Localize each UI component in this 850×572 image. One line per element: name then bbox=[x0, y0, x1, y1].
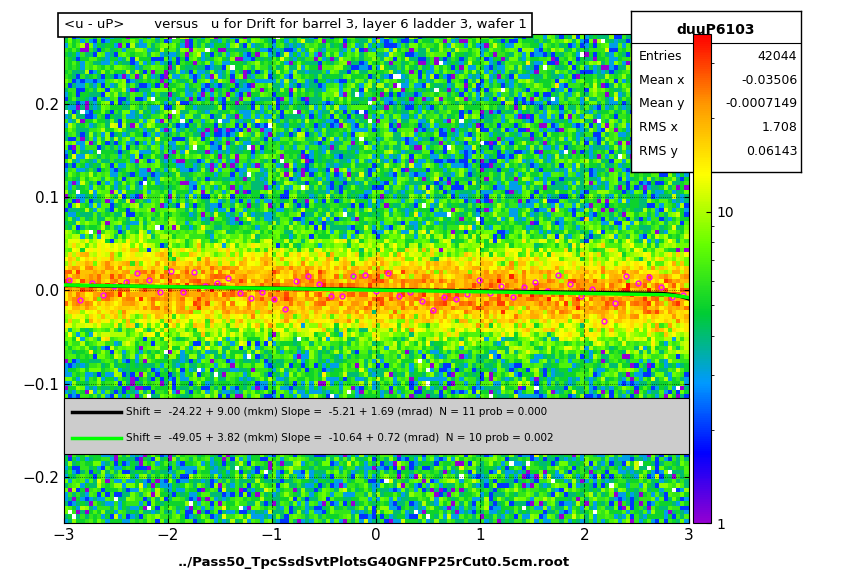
Text: 42044: 42044 bbox=[758, 50, 797, 63]
Text: Shift =  -24.22 + 9.00 (mkm) Slope =  -5.21 + 1.69 (mrad)  N = 11 prob = 0.000: Shift = -24.22 + 9.00 (mkm) Slope = -5.2… bbox=[126, 407, 547, 416]
Text: Shift =  -49.05 + 3.82 (mkm) Slope =  -10.64 + 0.72 (mrad)  N = 10 prob = 0.002: Shift = -49.05 + 3.82 (mkm) Slope = -10.… bbox=[126, 432, 554, 443]
Text: Mean x: Mean x bbox=[639, 74, 685, 86]
Text: Mean y: Mean y bbox=[639, 97, 685, 110]
Text: duuP6103: duuP6103 bbox=[677, 23, 755, 37]
Text: <u - uP>       versus   u for Drift for barrel 3, layer 6 ladder 3, wafer 1: <u - uP> versus u for Drift for barrel 3… bbox=[64, 18, 527, 31]
Bar bbox=[64, 398, 689, 454]
Text: 1.708: 1.708 bbox=[762, 121, 797, 134]
Text: Entries: Entries bbox=[639, 50, 683, 63]
Text: -0.03506: -0.03506 bbox=[741, 74, 797, 86]
Text: RMS y: RMS y bbox=[639, 145, 678, 158]
Text: 0.06143: 0.06143 bbox=[745, 145, 797, 158]
Text: -0.0007149: -0.0007149 bbox=[725, 97, 797, 110]
Text: ../Pass50_TpcSsdSvtPlotsG40GNFP25rCut0.5cm.root: ../Pass50_TpcSsdSvtPlotsG40GNFP25rCut0.5… bbox=[178, 556, 570, 569]
Text: RMS x: RMS x bbox=[639, 121, 678, 134]
